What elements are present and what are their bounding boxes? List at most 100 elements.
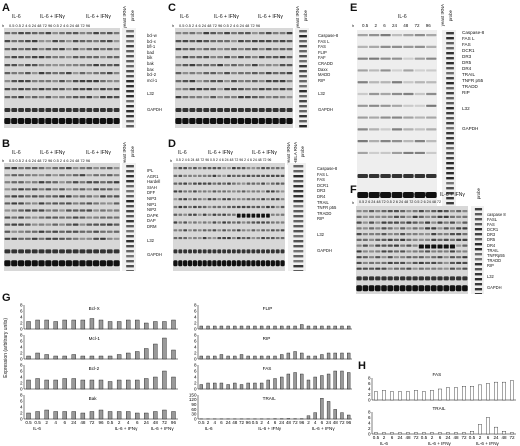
gel-band [387,250,393,253]
gel-band [431,215,437,218]
gel-band-l32 [79,249,86,254]
gel-band [400,244,406,247]
gel-band-l32 [266,249,270,254]
gel-band-gapdh [425,192,437,198]
gel-band [59,167,65,170]
gel-band [251,229,256,232]
gel-band-gapdh [226,260,232,267]
gel-band [113,72,120,75]
gel-band [380,34,391,37]
bar [71,411,76,420]
gel-band [256,174,261,177]
gel-band [400,238,406,241]
gel-band-l32 [31,249,38,254]
bar [430,432,434,435]
gel-band [265,88,272,91]
gel-band [391,128,403,131]
gel-band-gapdh [203,118,210,124]
gel-band [182,96,189,99]
g-ylabel: Expression (arbitrary units) [3,318,9,378]
gel-band-l32 [202,249,207,254]
gel-band [426,116,437,119]
gel-band [93,237,99,240]
gel-band [72,64,79,67]
gel-band [93,181,99,184]
bar [313,376,317,390]
gel-band [241,167,246,170]
gel-band [258,96,265,99]
bar [239,325,244,330]
gel-band [357,92,368,96]
gel-band [11,56,18,59]
x-tick-label: 0.5 [34,420,41,425]
bar [280,354,284,360]
band-label: bak [147,60,154,66]
gel-band [100,195,106,198]
gel-band [175,64,182,67]
probe-band [474,288,483,291]
gel-band [4,40,11,43]
gel-band-l32 [212,249,217,254]
bar [306,379,311,390]
gel-band [175,96,182,99]
gel-band [375,238,381,241]
bar [153,343,158,360]
gel-band [437,261,443,265]
gel-band [279,80,286,83]
gel-band [217,88,223,91]
probe-band [126,235,134,238]
probe-band [446,187,454,190]
gel-band [261,167,265,170]
gel-band-l32 [113,249,120,254]
gel-band-l32 [231,249,236,254]
gel-band [100,40,106,43]
gel-band-gapdh [443,285,450,292]
gel-band-l32 [380,174,391,178]
gel-band [227,167,231,170]
gel-band [256,190,261,193]
bar [135,379,140,390]
gel-band [11,80,18,83]
probe-band [446,82,454,85]
gel-band-l32 [246,249,251,254]
bar [510,380,514,401]
tick-label: 2 [194,320,197,325]
gel-band-l32 [38,249,45,254]
band-label: Caspase-8 [317,166,338,171]
panel-b-condition-2: IL-6 + IFNγ [40,150,65,156]
tick-label: 4 [20,344,23,349]
gel-band-l32 [113,108,120,112]
gel-band-gapdh [223,118,231,124]
band-label: FAS [318,44,326,50]
x-tick-label: 48 [453,435,459,440]
probe-band [299,105,307,108]
gel-band [381,256,387,259]
gel-band [406,221,412,224]
gel-band [241,213,246,218]
gel-band [414,81,425,84]
gel-band [66,223,72,226]
probe-band [299,90,307,93]
gel-band-l32 [456,276,462,281]
probe-band [126,225,134,228]
bar [71,378,76,390]
gel-band-gapdh [412,285,418,292]
gel-band [393,210,399,213]
gel-band [369,116,380,119]
bar [280,325,284,330]
probe-band [126,270,134,271]
gel-band [391,92,403,96]
gel-band [400,215,406,218]
bar [446,432,450,435]
gel-band [79,223,86,226]
gel-band [11,216,18,219]
gel-band [227,205,231,209]
x-tick-label: 48 [80,420,86,425]
gel-band [272,96,279,99]
gel-band-l32 [362,276,368,281]
band-label: L32 [147,91,154,97]
tick-label: 8 [194,302,197,307]
x-tick-label: 96 [246,420,252,425]
x-tick-label: 2 [479,435,482,440]
gel-band [79,195,86,198]
